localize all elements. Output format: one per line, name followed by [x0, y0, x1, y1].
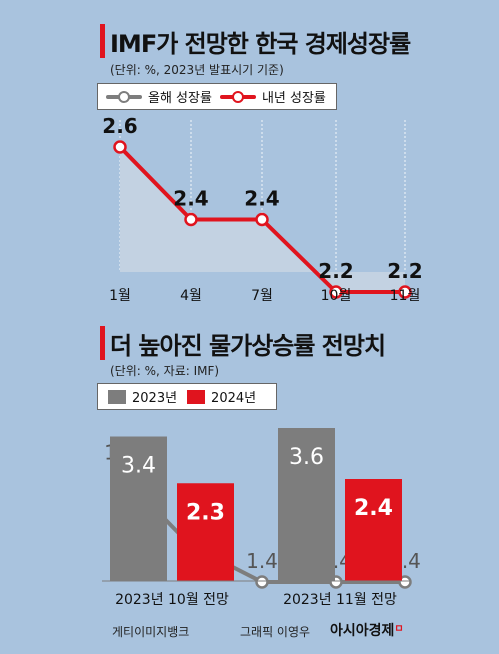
- bar-2024년-0: [177, 483, 234, 581]
- title-accent-bar-2: [100, 326, 105, 360]
- bar-value-label-2023년-0: 3.4: [121, 454, 156, 479]
- bar-value-label-2024년-1: 2.4: [354, 496, 393, 521]
- legend-item-gray: 올해 성장률: [98, 87, 212, 106]
- brand-name: 아시아경제: [330, 623, 395, 639]
- gray-series-line: [118, 471, 405, 584]
- brand-mark-icon: ㅁ: [394, 624, 404, 635]
- chart1-subtitle: (단위: %, 2023년 발표시기 기준): [110, 63, 284, 77]
- red-point-2: [255, 212, 269, 227]
- bar-category-label-0: 2023년 10월 전망: [115, 592, 229, 608]
- bar-2023년-1: [278, 428, 335, 581]
- legend-gray-line-icon: [106, 90, 142, 103]
- graphic-credit: 그래픽 이영우: [240, 625, 311, 639]
- chart2-legend: 2023년 2024년: [97, 383, 277, 410]
- gray-value-label-0: 1.7: [104, 440, 136, 464]
- chart2-title: 더 높아진 물가상승률 전망치: [110, 332, 386, 360]
- red-value-label-3: 2.2: [318, 259, 353, 283]
- red-value-label-4: 2.2: [387, 259, 422, 283]
- legend-2024-swatch-icon: [187, 389, 206, 404]
- bar-value-label-2023년-1: 3.6: [289, 445, 324, 470]
- chart1-title: IMF가 전망한 한국 경제성장률: [110, 30, 411, 58]
- gray-value-label-3: 1.4: [320, 549, 352, 573]
- x-tick-label-2: 7월: [251, 288, 273, 304]
- red-point-0: [113, 140, 127, 154]
- red-series-area: [120, 147, 405, 292]
- x-tick-label-4: 11월: [390, 288, 421, 304]
- legend-gray-label: 올해 성장률: [148, 91, 212, 106]
- gray-point-1: [184, 539, 198, 553]
- red-value-label-1: 2.4: [173, 187, 208, 211]
- title-accent-bar: [100, 24, 105, 58]
- bar-value-label-2024년-0: 2.3: [186, 500, 225, 525]
- legend-2024-label: 2024년: [211, 391, 257, 406]
- gray-value-label-2: 1.4: [246, 549, 278, 573]
- red-point-4: [398, 285, 412, 299]
- legend-red-label: 내년 성장률: [261, 91, 326, 106]
- legend-red-line-icon: [219, 90, 256, 103]
- legend-2023-swatch-icon: [108, 389, 126, 404]
- chart1-legend: 올해 성장률 내년 성장률: [97, 83, 337, 110]
- brand-logo: 아시아경제ㅁ: [330, 620, 404, 640]
- gray-point-2: [255, 575, 269, 589]
- chart2-subtitle: (단위: %, 자료: IMF): [110, 364, 220, 378]
- bar-2024년-1: [345, 479, 402, 581]
- legend-item-2023: 2023년: [98, 387, 177, 406]
- red-point-1: [184, 212, 198, 227]
- gray-point-4: [398, 575, 412, 589]
- bar-category-label-1: 2023년 11월 전망: [283, 592, 397, 608]
- gray-point-0: [113, 466, 127, 480]
- red-series-line: [118, 145, 405, 294]
- x-tick-label-0: 1월: [109, 288, 131, 304]
- red-point-3: [329, 285, 343, 299]
- legend-item-2024: 2024년: [177, 387, 256, 406]
- legend-item-red: 내년 성장률: [212, 87, 326, 106]
- red-value-label-2: 2.4: [244, 187, 279, 211]
- x-tick-label-1: 4월: [180, 288, 202, 304]
- gray-value-label-1: 1.5: [175, 513, 207, 537]
- gray-point-3: [329, 575, 343, 589]
- bar-2023년-0: [110, 436, 167, 581]
- gray-value-label-4: 1.4: [389, 549, 421, 573]
- x-tick-label-3: 10월: [321, 288, 352, 304]
- red-value-label-0: 2.6: [102, 114, 137, 138]
- legend-2023-label: 2023년: [132, 391, 178, 406]
- photo-credit: 게티이미지뱅크: [112, 625, 190, 639]
